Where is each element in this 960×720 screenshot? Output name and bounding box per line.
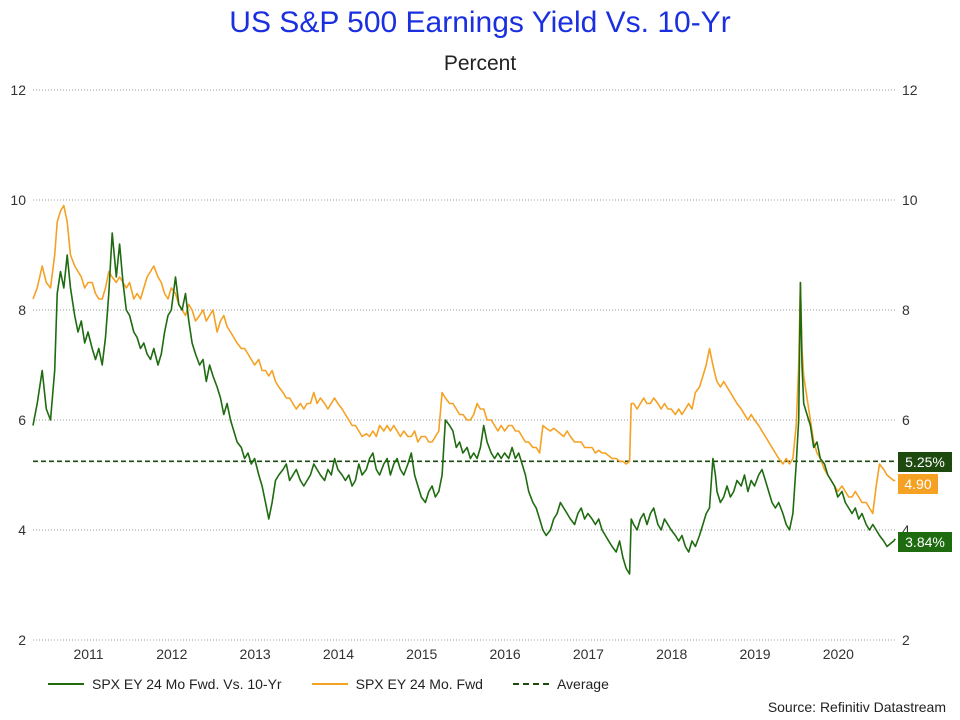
chart-subtitle: Percent bbox=[443, 52, 517, 75]
legend-swatch-average bbox=[512, 683, 549, 685]
legend-item-average: Average bbox=[512, 676, 609, 692]
legend-item-spread: SPX EY 24 Mo Fwd. Vs. 10-Yr bbox=[48, 676, 282, 692]
end-label-0: 5.25% bbox=[905, 454, 945, 470]
series-line-1 bbox=[32, 204, 896, 515]
y-tick-left: 6 bbox=[18, 412, 26, 428]
legend-label-spread: SPX EY 24 Mo Fwd. Vs. 10-Yr bbox=[92, 676, 282, 692]
x-tick: 2012 bbox=[156, 646, 187, 662]
x-tick: 2020 bbox=[823, 646, 854, 662]
y-tick-left: 2 bbox=[18, 632, 26, 648]
y-tick-right: 6 bbox=[902, 412, 910, 428]
legend-swatch-ey bbox=[311, 683, 348, 685]
y-tick-right: 2 bbox=[902, 632, 910, 648]
series-lines bbox=[32, 204, 897, 575]
end-label-box-0 bbox=[898, 452, 952, 472]
legend-swatch-spread bbox=[48, 683, 84, 685]
end-label-box-1 bbox=[898, 474, 938, 494]
x-tick: 2017 bbox=[573, 646, 604, 662]
x-axis: 2011 2012 2013 2014 2015 2016 2017 2018 2019 2020 bbox=[73, 646, 854, 662]
legend: SPX EY 24 Mo Fwd. Vs. 10-Yr SPX EY 24 Mo… bbox=[48, 676, 639, 692]
y-tick-left: 4 bbox=[18, 522, 26, 538]
end-label-1: 4.90 bbox=[904, 476, 931, 492]
x-tick: 2011 bbox=[73, 646, 103, 662]
y-tick-left: 12 bbox=[10, 82, 26, 98]
legend-label-average: Average bbox=[556, 676, 609, 692]
y-tick-left: 10 bbox=[10, 192, 26, 208]
y-tick-right: 12 bbox=[902, 82, 918, 98]
x-tick: 2014 bbox=[323, 646, 354, 662]
chart-title: US S&P 500 Earnings Yield Vs. 10-Yr bbox=[229, 6, 731, 39]
x-tick: 2013 bbox=[240, 646, 271, 662]
y-axis-right: 2 4 6 8 10 12 bbox=[902, 82, 918, 648]
y-tick-right: 10 bbox=[902, 192, 918, 208]
legend-label-ey: SPX EY 24 Mo. Fwd bbox=[355, 676, 483, 692]
y-axis-left: 2 4 6 8 10 12 bbox=[10, 82, 26, 648]
x-tick: 2016 bbox=[490, 646, 521, 662]
x-tick: 2019 bbox=[739, 646, 770, 662]
series-line-0 bbox=[32, 232, 896, 575]
end-label-box-2 bbox=[898, 532, 952, 552]
y-tick-left: 8 bbox=[18, 302, 26, 318]
source-note: Source: Refinitiv Datastream bbox=[767, 699, 946, 715]
y-tick-right: 4 bbox=[902, 522, 910, 538]
end-label-2: 3.84% bbox=[905, 534, 945, 550]
x-tick: 2015 bbox=[406, 646, 437, 662]
legend-item-ey: SPX EY 24 Mo. Fwd bbox=[311, 676, 483, 692]
end-labels: 5.25% 4.90 3.84% bbox=[898, 452, 952, 552]
grid-lines bbox=[33, 89, 897, 641]
x-tick: 2018 bbox=[656, 646, 687, 662]
y-tick-right: 8 bbox=[902, 302, 910, 318]
